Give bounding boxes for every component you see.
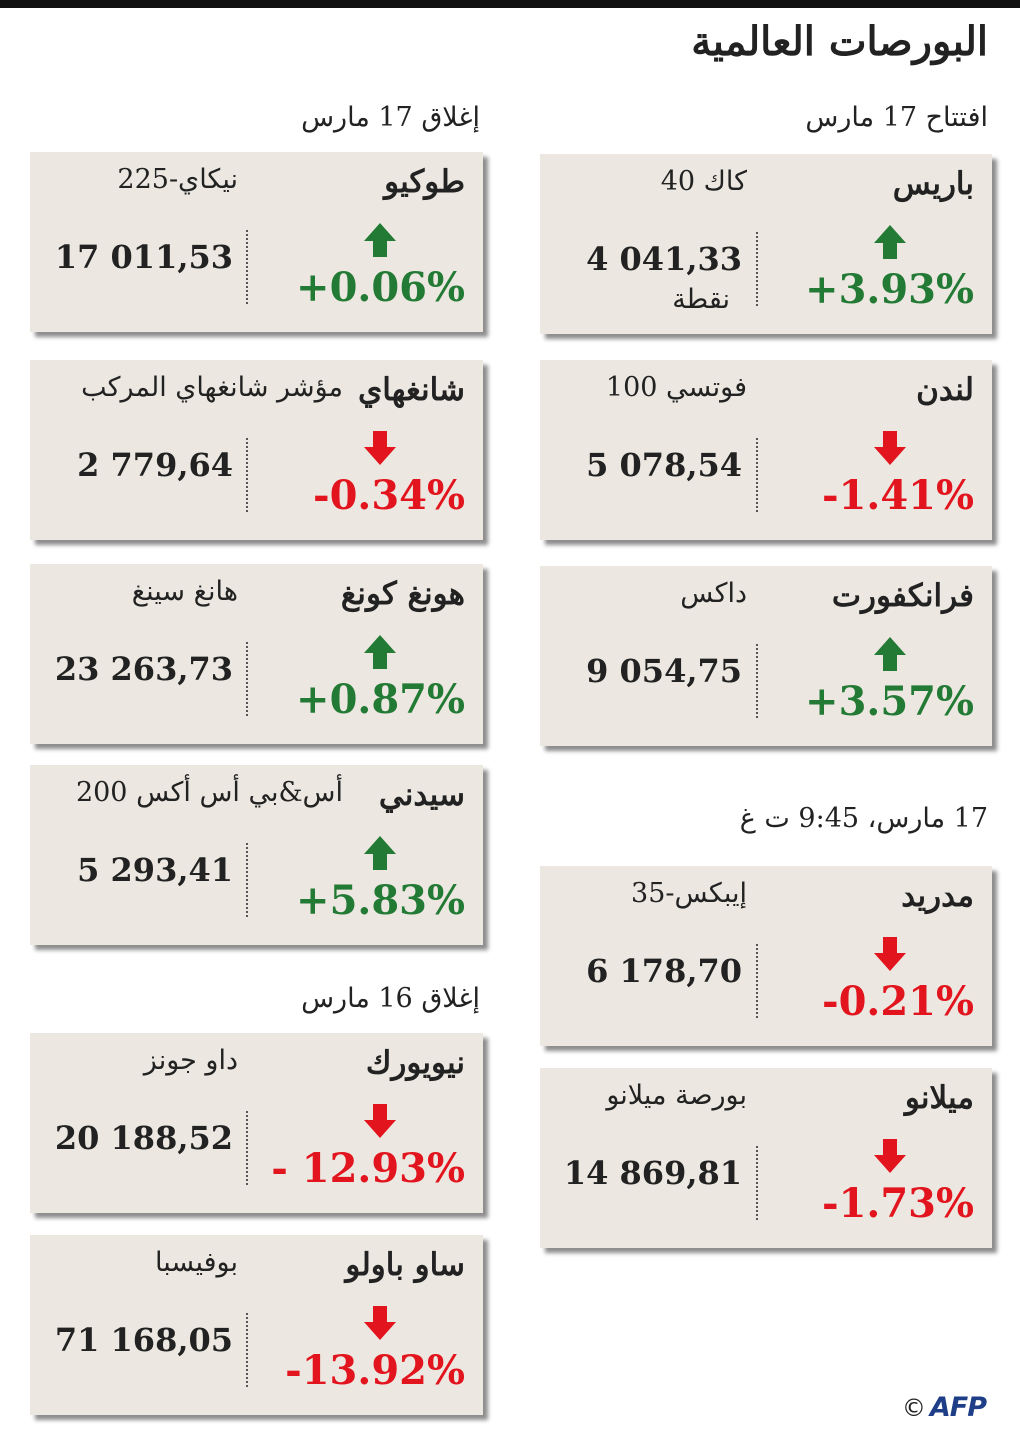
city-name: سيدني [378, 777, 465, 813]
index-name: إيبكس-35 [631, 878, 747, 909]
city-name: فرانكفورت [831, 578, 974, 614]
index-value: 71 168,05 [54, 1321, 233, 1359]
arrow-down-icon [364, 1306, 396, 1340]
percent-change: +5.83% [296, 877, 465, 924]
market-card-milan: ميلانو بورصة ميلانو 14 869,81 -1.73% [540, 1068, 992, 1248]
index-value: 20 188,52 [54, 1119, 233, 1157]
section-heading-close-17: إغلاق 17 مارس [301, 102, 480, 133]
index-name: داكس [680, 578, 747, 609]
credit-footer: © AFP [901, 1392, 987, 1423]
index-value: 23 263,73 [54, 650, 233, 688]
market-card-tokyo: طوكيو نيكاي-225 17 011,53 +0.06% [30, 152, 483, 332]
market-card-frankfurt: فرانكفورت داكس 9 054,75 +3.57% [540, 566, 992, 746]
market-card-hongkong: هونغ كونغ هانغ سينغ 23 263,73 +0.87% [30, 564, 483, 744]
city-name: نيويورك [365, 1045, 465, 1081]
index-name: هانغ سينغ [131, 576, 238, 607]
arrow-up-icon [874, 637, 906, 671]
section-heading-time-17: 17 مارس، 9:45 ت غ [739, 803, 988, 834]
section-heading-close-16: إغلاق 16 مارس [301, 983, 480, 1014]
index-value: 5 078,54 [586, 446, 742, 484]
arrow-up-icon [874, 225, 906, 259]
arrow-up-icon [364, 635, 396, 669]
index-value: 5 293,41 [77, 851, 233, 889]
index-value: 6 178,70 [586, 952, 742, 990]
market-card-london: لندن فوتسي 100 5 078,54 -1.41% [540, 360, 992, 540]
divider [756, 1146, 758, 1220]
divider [246, 230, 248, 304]
index-value: 9 054,75 [586, 652, 742, 690]
divider [756, 644, 758, 718]
arrow-down-icon [364, 1104, 396, 1138]
section-heading-open-17: افتتاح 17 مارس [805, 102, 988, 133]
market-card-sydney: سيدني أس&بي أس أكس 200 5 293,41 +5.83% [30, 765, 483, 945]
divider [246, 1111, 248, 1185]
city-name: هونغ كونغ [340, 576, 465, 612]
percent-change: +3.57% [805, 678, 974, 725]
index-value: 17 011,53 [54, 238, 233, 276]
percent-change: -13.92% [285, 1347, 465, 1394]
divider [246, 438, 248, 512]
index-value: 14 869,81 [563, 1154, 742, 1192]
city-name: ساو باولو [345, 1247, 465, 1283]
market-card-paris: باريس كاك 40 4 041,33 نقطة +3.93% [540, 154, 992, 334]
divider [246, 843, 248, 917]
market-card-newyork: نيويورك داو جونز 20 188,52 - 12.93% [30, 1033, 483, 1213]
percent-change: -1.41% [821, 472, 974, 519]
top-rule [0, 0, 1020, 8]
city-name: ميلانو [904, 1080, 974, 1116]
market-card-shanghai: شانغهاي مؤشر شانغهاي المركب 2 779,64 -0.… [30, 360, 483, 540]
city-name: طوكيو [384, 164, 465, 200]
percent-change: -0.21% [821, 978, 974, 1025]
percent-change: - 12.93% [271, 1145, 465, 1192]
arrow-up-icon [364, 836, 396, 870]
index-name: فوتسي 100 [605, 372, 747, 403]
index-name: نيكاي-225 [117, 164, 238, 195]
city-name: باريس [892, 166, 974, 202]
percent-change: -1.73% [821, 1180, 974, 1227]
divider [756, 944, 758, 1018]
percent-change: +0.06% [296, 264, 465, 311]
divider [246, 642, 248, 716]
index-name: داو جونز [143, 1045, 238, 1076]
percent-change: -0.34% [312, 472, 465, 519]
index-name: بورصة ميلانو [606, 1080, 747, 1111]
market-card-saopaulo: ساو باولو بوفيسبا 71 168,05 -13.92% [30, 1235, 483, 1415]
index-name: مؤشر شانغهاي المركب [81, 372, 343, 403]
city-name: شانغهاي [357, 372, 465, 408]
unit-label: نقطة [672, 284, 730, 315]
city-name: لندن [916, 372, 974, 408]
afp-logo: AFP [929, 1392, 987, 1423]
arrow-down-icon [874, 1139, 906, 1173]
index-value: 2 779,64 [77, 446, 233, 484]
copyright-symbol: © [901, 1394, 926, 1422]
market-card-madrid: مدريد إيبكس-35 6 178,70 -0.21% [540, 866, 992, 1046]
city-name: مدريد [901, 878, 974, 914]
index-name: كاك 40 [660, 166, 747, 197]
index-name: أس&بي أس أكس 200 [75, 777, 343, 808]
divider [246, 1313, 248, 1387]
index-value: 4 041,33 [586, 240, 742, 278]
arrow-down-icon [364, 431, 396, 465]
divider [756, 232, 758, 306]
percent-change: +3.93% [805, 266, 974, 313]
page-title: البورصات العالمية [691, 18, 988, 65]
arrow-down-icon [874, 937, 906, 971]
percent-change: +0.87% [296, 676, 465, 723]
index-name: بوفيسبا [155, 1247, 238, 1278]
arrow-down-icon [874, 431, 906, 465]
arrow-up-icon [364, 223, 396, 257]
divider [756, 438, 758, 512]
